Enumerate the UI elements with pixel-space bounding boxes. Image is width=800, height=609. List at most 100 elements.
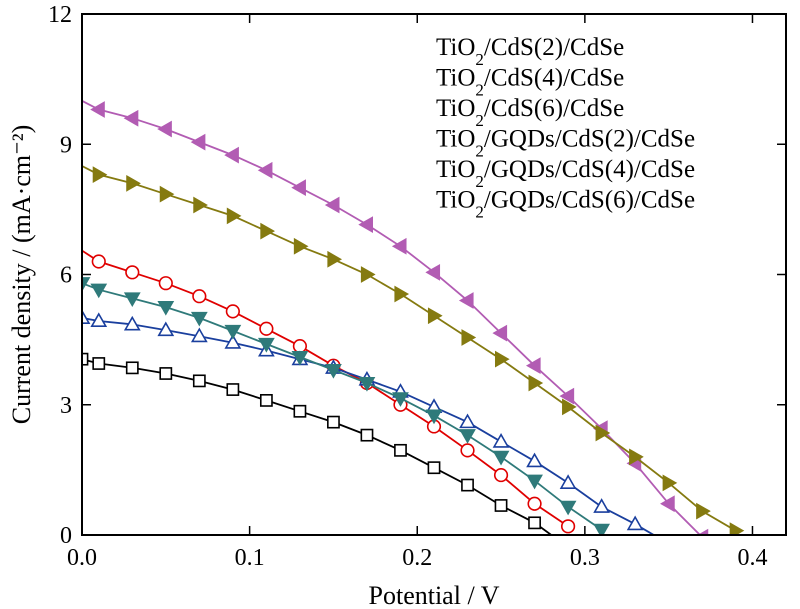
ticks-layer: 0.0 0.1 0.2 0.3 0.4 0 3 6 9 12 [48, 2, 786, 571]
data-point [662, 474, 678, 492]
series-line [82, 165, 737, 532]
data-point [392, 392, 409, 407]
data-point [226, 383, 240, 396]
data-point [394, 443, 407, 457]
data-point [90, 283, 108, 299]
data-point [527, 496, 542, 511]
data-point [595, 424, 611, 442]
data-point [157, 301, 175, 316]
data-point [157, 321, 175, 337]
data-point [257, 161, 273, 179]
data-point [593, 523, 610, 535]
data-point [697, 528, 709, 535]
data-point [492, 450, 510, 466]
data-point [629, 448, 644, 466]
data-point [225, 304, 240, 319]
data-point [193, 196, 208, 214]
x-tick-label: 0.3 [570, 545, 600, 571]
data-point [259, 394, 273, 407]
data-point [224, 334, 242, 349]
data-point [458, 292, 474, 309]
data-point [327, 250, 343, 268]
series-5 [82, 100, 709, 535]
legend-label: TiO2/CdS(4)/CdSe [436, 65, 624, 100]
data-point [226, 207, 242, 225]
data-point [90, 312, 108, 328]
data-point [493, 467, 509, 483]
data-point [324, 196, 340, 214]
data-point [492, 433, 510, 448]
data-point [291, 179, 306, 197]
data-point [192, 374, 206, 388]
data-point [125, 361, 139, 375]
data-point [593, 498, 610, 513]
data-point [660, 495, 675, 513]
data-point [560, 519, 576, 534]
legend-label: TiO2/CdS(6)/CdSe [436, 95, 624, 130]
data-point [190, 327, 208, 343]
data-point [425, 409, 443, 425]
data-point [696, 502, 711, 520]
data-point [90, 101, 105, 118]
data-point [325, 363, 342, 379]
data-point [394, 285, 410, 303]
data-point [224, 324, 242, 340]
y-tick-label: 0 [60, 523, 72, 549]
data-point [292, 339, 308, 354]
data-point [427, 461, 441, 475]
data-point [460, 443, 475, 458]
x-tick-label: 0.2 [402, 545, 432, 571]
data-point [461, 478, 474, 492]
data-point [157, 120, 172, 138]
series-layer [82, 100, 745, 535]
data-point [360, 266, 376, 283]
data-point [260, 222, 275, 240]
data-point [190, 133, 206, 151]
x-axis-title: Potential / V [369, 581, 500, 609]
data-point [91, 254, 106, 269]
data-point [158, 276, 173, 291]
data-point [358, 216, 374, 233]
series-line [82, 249, 569, 528]
x-tick-label: 0.1 [235, 545, 265, 571]
series-2 [82, 249, 576, 534]
data-point [327, 415, 340, 429]
data-point [528, 374, 544, 392]
data-point [492, 324, 508, 342]
legend: TiO2/CdS(2)/CdSeTiO2/CdS(4)/CdSeTiO2/CdS… [436, 34, 695, 221]
data-point [626, 515, 644, 531]
y-tick-label: 9 [60, 132, 72, 158]
series-4 [82, 277, 610, 535]
data-point [528, 516, 541, 530]
data-point [82, 277, 91, 292]
data-point [494, 350, 510, 368]
data-point [526, 474, 543, 490]
data-point [427, 307, 443, 325]
data-point [358, 376, 376, 392]
data-point [92, 357, 106, 370]
series-line [82, 317, 656, 535]
data-point [258, 337, 275, 353]
series-1 [82, 352, 552, 535]
data-point [82, 309, 91, 324]
data-point [293, 237, 309, 255]
y-tick-label: 3 [60, 393, 72, 419]
legend-label: TiO2/GQDs/CdS(4)/CdSe [436, 156, 695, 191]
data-point [159, 185, 175, 203]
legend-label: TiO2/CdS(2)/CdSe [436, 34, 624, 69]
data-point [293, 404, 307, 418]
data-point [461, 329, 477, 346]
data-point [291, 350, 309, 366]
data-point [259, 321, 274, 336]
data-point [126, 174, 141, 192]
data-point [224, 146, 239, 164]
data-point [425, 263, 441, 281]
data-point [123, 292, 141, 307]
data-point [92, 166, 108, 184]
series-line [82, 282, 603, 531]
data-point [525, 357, 541, 375]
data-point [159, 367, 173, 380]
x-tick-label: 0.0 [67, 545, 97, 571]
x-tick-label: 0.4 [737, 545, 767, 571]
